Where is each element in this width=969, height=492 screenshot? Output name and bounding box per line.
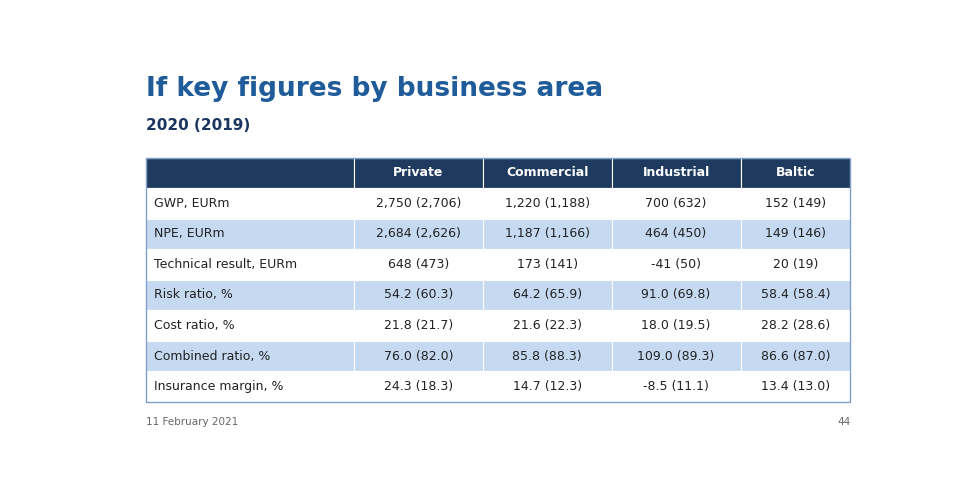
Text: 58.4 (58.4): 58.4 (58.4) — [760, 288, 829, 302]
Bar — [611, 218, 739, 249]
Bar — [739, 310, 850, 341]
Text: 85.8 (88.3): 85.8 (88.3) — [512, 350, 581, 363]
Text: NPE, EURm: NPE, EURm — [153, 227, 224, 241]
Bar — [611, 310, 739, 341]
Bar — [483, 371, 611, 402]
Text: 21.8 (21.7): 21.8 (21.7) — [384, 319, 453, 332]
Text: 149 (146): 149 (146) — [765, 227, 826, 241]
Text: Industrial: Industrial — [641, 166, 709, 179]
Text: 91.0 (69.8): 91.0 (69.8) — [641, 288, 710, 302]
Bar — [354, 371, 483, 402]
Bar — [483, 188, 611, 218]
Text: 2020 (2019): 2020 (2019) — [146, 118, 250, 133]
Bar — [354, 280, 483, 310]
Bar — [354, 249, 483, 280]
Bar — [739, 341, 850, 371]
Bar — [483, 341, 611, 371]
Bar — [611, 249, 739, 280]
Bar — [483, 218, 611, 249]
Bar — [611, 157, 739, 188]
Text: Private: Private — [392, 166, 443, 179]
Bar — [739, 157, 850, 188]
Text: GWP, EURm: GWP, EURm — [153, 197, 229, 210]
Text: 152 (149): 152 (149) — [765, 197, 826, 210]
Bar — [611, 280, 739, 310]
Bar — [739, 249, 850, 280]
Text: -8.5 (11.1): -8.5 (11.1) — [642, 380, 708, 393]
Text: 1,187 (1,166): 1,187 (1,166) — [504, 227, 589, 241]
Bar — [146, 218, 354, 249]
Text: 64.2 (65.9): 64.2 (65.9) — [513, 288, 581, 302]
Bar — [146, 157, 354, 188]
Text: 109.0 (89.3): 109.0 (89.3) — [637, 350, 714, 363]
Text: Baltic: Baltic — [775, 166, 814, 179]
Text: Cost ratio, %: Cost ratio, % — [153, 319, 234, 332]
Bar — [354, 218, 483, 249]
Bar — [354, 188, 483, 218]
Bar — [739, 280, 850, 310]
Bar — [739, 188, 850, 218]
Bar — [739, 218, 850, 249]
Bar — [483, 280, 611, 310]
Bar — [146, 157, 850, 402]
Bar — [483, 310, 611, 341]
Text: If key figures by business area: If key figures by business area — [146, 76, 603, 102]
Text: 54.2 (60.3): 54.2 (60.3) — [384, 288, 453, 302]
Text: 13.4 (13.0): 13.4 (13.0) — [760, 380, 829, 393]
Text: 700 (632): 700 (632) — [644, 197, 706, 210]
Bar — [611, 341, 739, 371]
Bar — [146, 188, 354, 218]
Text: Technical result, EURm: Technical result, EURm — [153, 258, 297, 271]
Bar — [146, 371, 354, 402]
Text: 28.2 (28.6): 28.2 (28.6) — [760, 319, 829, 332]
Bar — [146, 280, 354, 310]
Text: 14.7 (12.3): 14.7 (12.3) — [513, 380, 581, 393]
Bar — [146, 249, 354, 280]
Text: -41 (50): -41 (50) — [650, 258, 701, 271]
Text: 11 February 2021: 11 February 2021 — [146, 417, 238, 427]
Text: 44: 44 — [836, 417, 850, 427]
Bar — [611, 371, 739, 402]
Text: Insurance margin, %: Insurance margin, % — [153, 380, 283, 393]
Text: 1,220 (1,188): 1,220 (1,188) — [504, 197, 589, 210]
Text: 2,750 (2,706): 2,750 (2,706) — [375, 197, 460, 210]
Bar — [354, 157, 483, 188]
Bar — [354, 310, 483, 341]
Bar — [146, 310, 354, 341]
Text: 76.0 (82.0): 76.0 (82.0) — [383, 350, 453, 363]
Text: Commercial: Commercial — [506, 166, 588, 179]
Text: Risk ratio, %: Risk ratio, % — [153, 288, 233, 302]
Text: 21.6 (22.3): 21.6 (22.3) — [513, 319, 581, 332]
Text: 18.0 (19.5): 18.0 (19.5) — [641, 319, 710, 332]
Text: 173 (141): 173 (141) — [516, 258, 578, 271]
Text: 464 (450): 464 (450) — [644, 227, 706, 241]
Text: 86.6 (87.0): 86.6 (87.0) — [760, 350, 829, 363]
Bar — [483, 249, 611, 280]
Bar — [739, 371, 850, 402]
Bar — [611, 188, 739, 218]
Text: 20 (19): 20 (19) — [772, 258, 817, 271]
Text: 24.3 (18.3): 24.3 (18.3) — [384, 380, 453, 393]
Text: Combined ratio, %: Combined ratio, % — [153, 350, 269, 363]
Bar — [483, 157, 611, 188]
Text: 2,684 (2,626): 2,684 (2,626) — [375, 227, 460, 241]
Bar — [146, 341, 354, 371]
Text: 648 (473): 648 (473) — [388, 258, 449, 271]
Bar — [354, 341, 483, 371]
